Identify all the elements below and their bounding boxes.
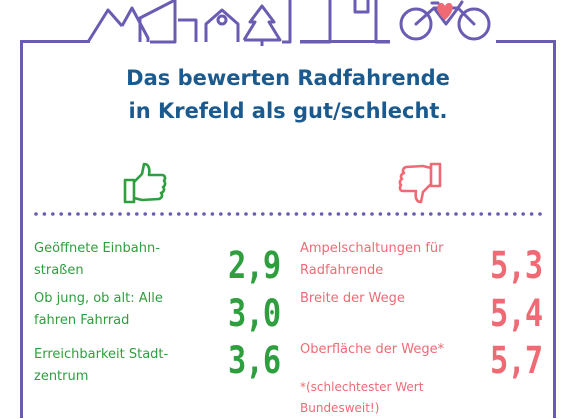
good-item-3-label: Erreichbarkeit Stadt- zentrum xyxy=(34,344,224,388)
bad-item-2-score: 5,4 xyxy=(490,292,543,335)
good-item-2-label-line-1: Ob jung, ob alt: Alle xyxy=(34,291,163,306)
good-item-1-label: Geöffnete Einbahn- straßen xyxy=(34,238,224,282)
frame-right-border xyxy=(553,40,556,418)
good-item-2-score: 3,0 xyxy=(228,292,281,335)
footnote: *(schlechtester Wert Bundesweit!) xyxy=(300,377,500,419)
bad-item-1-label-line-2: Radfahrende xyxy=(300,263,384,278)
frame-top-border-middle xyxy=(300,40,390,43)
good-item-3-label-line-1: Erreichbarkeit Stadt- xyxy=(34,347,169,362)
bad-item-1-score: 5,3 xyxy=(490,244,543,287)
bad-item-1-label: Ampelschaltungen für Radfahrende xyxy=(300,238,490,282)
page-title-line-1: Das bewerten Radfahrende xyxy=(126,66,450,90)
page-title-line-2: in Krefeld als gut/schlecht. xyxy=(128,99,448,123)
bad-item-1-label-line-1: Ampelschaltungen für xyxy=(300,241,444,256)
bad-item-2-label: Breite der Wege xyxy=(300,288,490,310)
page-title: Das bewerten Radfahrende in Krefeld als … xyxy=(0,62,576,128)
good-item-3-label-line-2: zentrum xyxy=(34,369,89,384)
footnote-line-2: Bundesweit!) xyxy=(300,401,380,415)
good-item-1-score: 2,9 xyxy=(228,244,281,287)
frame-top-border-right xyxy=(496,40,556,43)
frame-left-border xyxy=(20,40,23,418)
footnote-line-1: *(schlechtester Wert xyxy=(300,380,424,394)
bad-item-3-score: 5,7 xyxy=(490,339,543,382)
bicycle-heart-icon xyxy=(399,0,491,41)
bad-item-3-label: Oberfläche der Wege* xyxy=(300,339,490,361)
frame-top-border-left xyxy=(20,40,90,43)
good-item-2-label-line-2: fahren Fahrrad xyxy=(34,313,130,328)
good-item-3-score: 3,6 xyxy=(228,339,281,382)
thumbs-down-icon xyxy=(398,162,442,204)
good-item-1-label-line-1: Geöffnete Einbahn- xyxy=(34,241,160,256)
good-item-1-label-line-2: straßen xyxy=(34,263,84,278)
bad-item-2-label-line-1: Breite der Wege xyxy=(300,291,405,306)
thumbs-up-icon xyxy=(123,162,167,204)
bad-item-3-label-line-1: Oberfläche der Wege* xyxy=(300,342,445,357)
good-item-2-label: Ob jung, ob alt: Alle fahren Fahrrad xyxy=(34,288,224,332)
dotted-divider xyxy=(34,212,542,216)
city-skyline-icon xyxy=(86,0,390,46)
